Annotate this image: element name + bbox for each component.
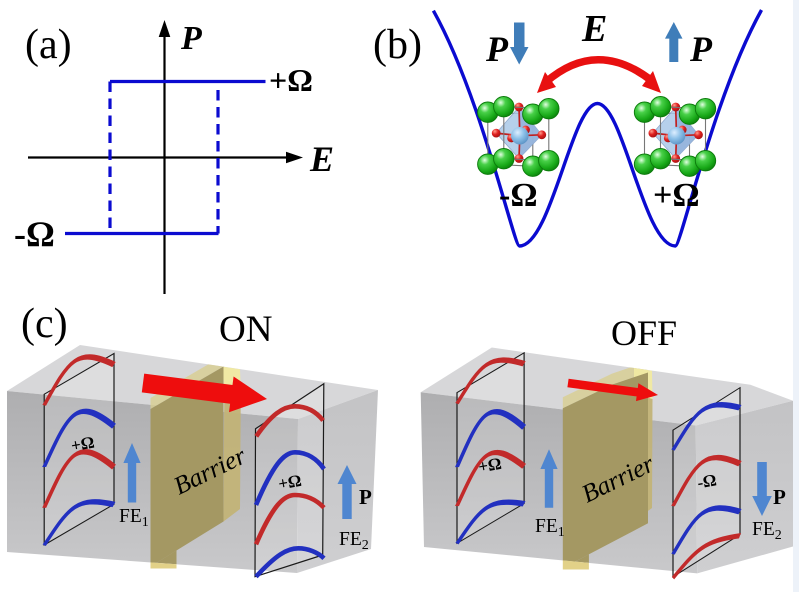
svg-text:+Ω: +Ω <box>277 471 303 494</box>
svg-text:+Ω: +Ω <box>653 177 700 214</box>
svg-text:-Ω: -Ω <box>14 214 55 254</box>
svg-text:(a): (a) <box>25 22 72 68</box>
svg-text:ON: ON <box>219 309 272 350</box>
svg-text:P: P <box>180 20 202 57</box>
svg-text:+Ω: +Ω <box>477 454 503 477</box>
svg-text:P: P <box>485 29 509 69</box>
svg-text:+Ω: +Ω <box>70 433 96 456</box>
svg-text:+Ω: +Ω <box>269 62 313 98</box>
svg-text:OFF: OFF <box>611 313 677 353</box>
svg-text:E: E <box>581 8 607 50</box>
svg-text:P: P <box>689 29 713 69</box>
svg-text:-Ω: -Ω <box>696 470 718 492</box>
svg-text:E: E <box>309 139 334 179</box>
svg-text:(c): (c) <box>21 301 68 347</box>
svg-text:P: P <box>773 485 786 509</box>
svg-text:(b): (b) <box>373 22 422 68</box>
svg-text:-Ω: -Ω <box>499 177 538 214</box>
svg-text:P: P <box>359 485 372 509</box>
